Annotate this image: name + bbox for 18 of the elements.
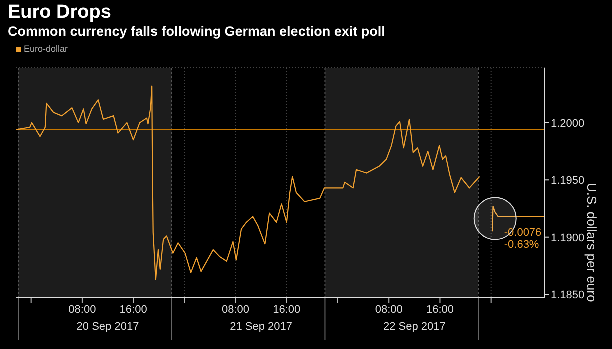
x-tick-label: 16:00	[120, 304, 148, 316]
annotation: -0.63%	[504, 238, 540, 251]
y-tick-label: 1.1950	[551, 175, 585, 188]
y-tick-label: 1.1850	[551, 289, 585, 302]
text: 22 Sep 2017	[383, 321, 446, 333]
y-tick-label: 1.1900	[551, 232, 585, 244]
x-tick-label: 16:00	[273, 304, 301, 316]
text: 21 Sep 2017	[230, 321, 293, 333]
x-tick-label: 16:00	[426, 304, 454, 316]
y-axis-title: U.S. dollars per euro	[584, 183, 600, 302]
x-tick-label: 08:00	[375, 304, 403, 316]
text: 20 Sep 2017	[76, 321, 140, 333]
chart-subtitle: Common currency falls following German election exit poll	[8, 24, 386, 39]
y-tick-label: 1.2000	[551, 118, 585, 130]
legend-label: Euro-dollar	[24, 44, 68, 54]
x-tick-label: 08:00	[68, 304, 96, 316]
x-tick-label: 08:00	[222, 304, 250, 316]
chart-title: Euro Drops	[8, 2, 112, 24]
